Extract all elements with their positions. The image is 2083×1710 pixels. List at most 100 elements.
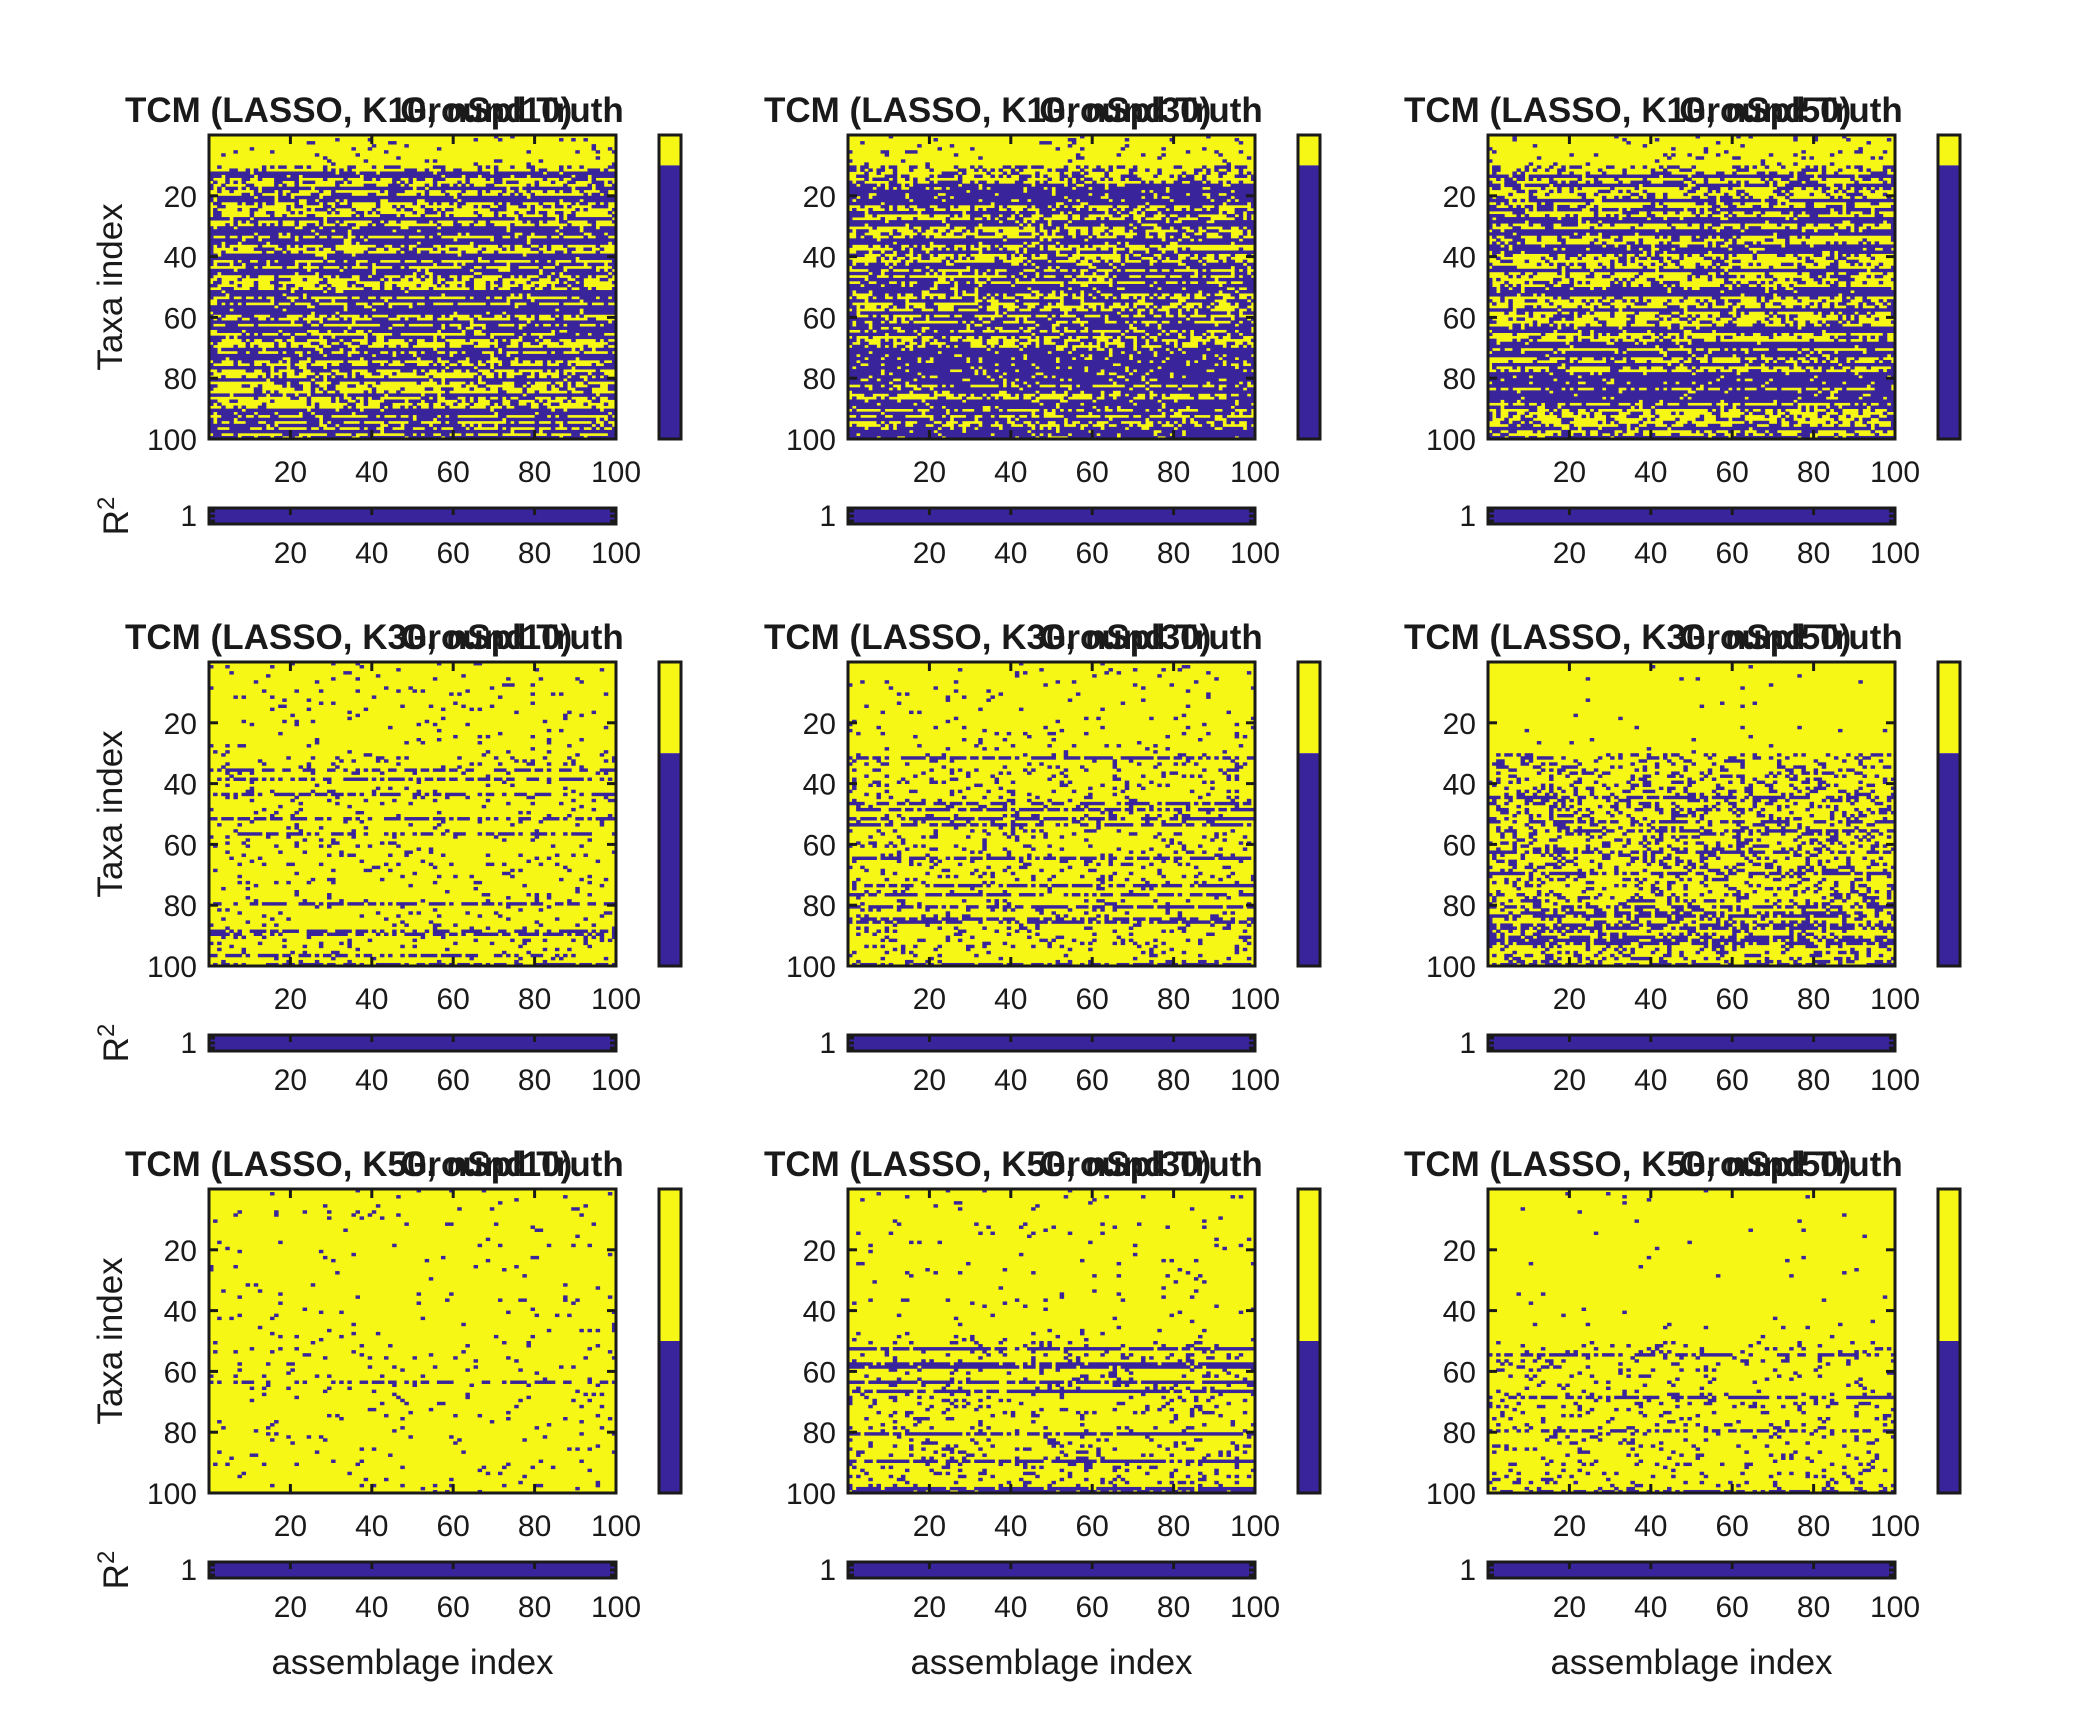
heatmap-cell	[1606, 378, 1611, 382]
heatmap-cell	[1157, 305, 1162, 309]
heatmap-cell	[1149, 372, 1170, 376]
heatmap-cell	[209, 283, 218, 288]
heatmap-cell	[209, 235, 214, 239]
heatmap-cell	[941, 432, 991, 437]
heatmap-cell	[970, 323, 975, 327]
heatmap-cell	[994, 296, 1004, 300]
heatmap-cell	[485, 220, 491, 224]
heatmap-cell	[1679, 381, 1692, 385]
heatmap-cell	[579, 738, 584, 742]
heatmap-cell	[888, 314, 894, 318]
heatmap-cell	[1096, 287, 1118, 291]
heatmap-cell	[1120, 393, 1126, 397]
heatmap-cell	[1768, 153, 1774, 157]
heatmap-cell	[367, 247, 377, 251]
heatmap-cell	[318, 198, 336, 203]
heatmap-cell	[941, 350, 995, 355]
heatmap-cell	[314, 378, 324, 382]
heatmap-cell	[1124, 226, 1134, 230]
heatmap-cell	[1088, 423, 1093, 428]
y-tick-label: 40	[803, 242, 836, 275]
heatmap-cell	[1691, 347, 1696, 352]
heatmap-cell	[306, 426, 312, 431]
y-tick-label: 100	[147, 424, 197, 457]
heatmap-cell	[1014, 180, 1024, 185]
heatmap-cell	[1703, 147, 1709, 151]
heatmap-cell	[241, 338, 247, 343]
heatmap-cell	[1157, 353, 1203, 358]
heatmap-cell	[1059, 356, 1073, 361]
heatmap-cell	[1610, 366, 1623, 370]
heatmap-cell	[559, 165, 564, 169]
heatmap-cell	[856, 290, 869, 294]
heatmap-cell	[949, 144, 955, 148]
heatmap-cell	[432, 277, 438, 282]
heatmap-cell	[1606, 387, 1619, 391]
heatmap-cell	[282, 247, 287, 251]
heatmap-cell	[367, 265, 373, 270]
r2-x-tick-label: 100	[591, 537, 641, 570]
heatmap-cell	[351, 238, 365, 242]
heatmap-cell	[213, 359, 222, 364]
heatmap-cell	[522, 338, 535, 343]
heatmap-cell	[1079, 256, 1085, 261]
heatmap-cell	[1145, 378, 1150, 382]
heatmap-cell	[1671, 238, 1680, 242]
heatmap-cell	[1561, 420, 1570, 425]
heatmap-cell	[1768, 177, 1774, 181]
heatmap-cell	[1018, 168, 1024, 172]
heatmap-cell	[229, 356, 283, 361]
heatmap-cell	[917, 402, 926, 406]
heatmap-cell	[1561, 432, 1570, 437]
heatmap-cell	[412, 338, 417, 343]
heatmap-cell	[1715, 244, 1721, 248]
heatmap-cell	[1744, 420, 1749, 425]
heatmap-cell	[1776, 223, 1782, 227]
heatmap-cell	[1488, 390, 1517, 394]
heatmap-cell	[481, 423, 495, 428]
heatmap-cell	[1524, 326, 1558, 330]
heatmap-cell	[1010, 417, 1016, 422]
heatmap	[209, 135, 617, 440]
heatmap-cell	[1691, 211, 1696, 215]
heatmap-cell	[473, 220, 479, 224]
heatmap-cell	[229, 293, 283, 297]
heatmap-cell	[978, 308, 987, 312]
heatmap-cell	[1018, 378, 1061, 382]
heatmap-cell	[990, 347, 1020, 352]
heatmap-cell	[1218, 153, 1223, 157]
heatmap-cell	[1067, 223, 1101, 227]
heatmap-cell	[1018, 198, 1028, 203]
heatmap-cell	[1108, 314, 1122, 318]
heatmap-cell	[1650, 168, 1656, 172]
heatmap-cell	[1882, 186, 1892, 191]
heatmap-cell	[1250, 174, 1256, 178]
heatmap-cell	[1520, 390, 1550, 394]
heatmap-cell	[522, 232, 531, 236]
heatmap-cell	[331, 287, 336, 291]
heatmap-cell	[489, 369, 495, 373]
heatmap-cell	[306, 363, 312, 367]
heatmap-cell	[1695, 353, 1705, 358]
heatmap-cell	[1610, 280, 1615, 285]
heatmap-cell	[966, 247, 971, 251]
heatmap-cell	[1618, 432, 1623, 437]
heatmap-cell	[1136, 341, 1146, 346]
heatmap-cell	[1854, 290, 1896, 294]
heatmap-cell	[900, 387, 914, 391]
heatmap-cell	[982, 283, 1012, 288]
heatmap-cell	[982, 223, 1020, 227]
heatmap-cell	[473, 162, 479, 166]
heatmap-cell	[1801, 390, 1819, 394]
heatmap-cell	[1557, 335, 1566, 340]
heatmap-cell	[1508, 274, 1513, 279]
heatmap-cell	[1703, 192, 1709, 197]
heatmap-cell	[1027, 262, 1032, 267]
heatmap-cell	[917, 144, 922, 148]
heatmap-cell	[868, 329, 873, 333]
heatmap-cell	[497, 432, 503, 437]
heatmap-cell	[306, 141, 316, 145]
heatmap-cell	[1112, 293, 1122, 297]
heatmap-cell	[1524, 323, 1530, 327]
heatmap-cell	[868, 399, 898, 403]
